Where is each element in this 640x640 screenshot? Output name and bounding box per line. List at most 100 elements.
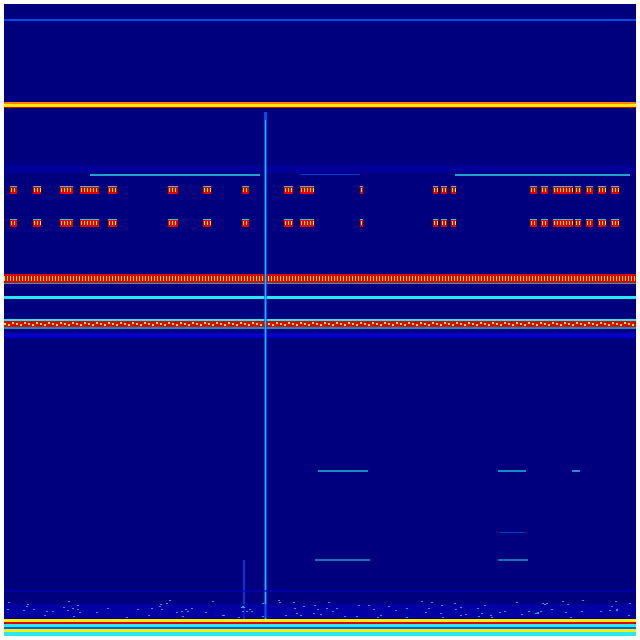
- bottom-noise-dot: [491, 617, 493, 618]
- band-278-stripe: [247, 276, 248, 281]
- band-323-noise: [452, 324, 454, 326]
- band-278-stripe: [196, 276, 197, 281]
- band-278-stripe: [313, 276, 314, 281]
- signal-block-edge: [33, 186, 41, 187]
- band-323-noise: [480, 322, 482, 324]
- band-278-stripe: [262, 276, 263, 281]
- band-278-stripe: [37, 276, 38, 281]
- band-278-stripe: [202, 276, 203, 281]
- signal-block-stripe: [93, 221, 94, 225]
- band-323-noise: [528, 322, 530, 324]
- band-323-noise: [368, 324, 370, 326]
- band-323-noise: [476, 324, 478, 326]
- band-278-stripe: [217, 276, 218, 281]
- band-278-stripe: [547, 276, 548, 281]
- band-323-noise: [64, 323, 66, 325]
- bottom-noise-dot: [242, 606, 244, 607]
- band-278-stripe: [28, 276, 29, 281]
- streak-175-right: [455, 174, 630, 176]
- signal-block-stripe: [615, 188, 616, 192]
- signal-block-stripe: [61, 188, 62, 192]
- bottom-noise-dot: [326, 608, 328, 609]
- bottom-noise-dot: [582, 600, 584, 601]
- band-323-noise: [360, 322, 362, 324]
- band-278-stripe: [295, 276, 296, 281]
- band-278-stripe: [238, 276, 239, 281]
- band-323-noise: [432, 322, 434, 324]
- bottom-band-6: [4, 632, 636, 636]
- band-278-stripe: [541, 276, 542, 281]
- signal-block-edge: [451, 186, 456, 187]
- signal-block-stripe: [579, 188, 580, 192]
- bottom-noise-dot: [600, 611, 602, 612]
- band-323-noise: [152, 324, 154, 326]
- band-278-stripe: [331, 276, 332, 281]
- bottom-band-2: [4, 622, 636, 624]
- signal-block-stripe: [285, 221, 286, 225]
- band-278-stripe: [79, 276, 80, 281]
- band-323-noise: [168, 322, 170, 324]
- band-323-noise: [116, 324, 118, 326]
- signal-block-stripe: [169, 221, 170, 225]
- band-278-stripe: [436, 276, 437, 281]
- band-323-noise: [288, 322, 290, 324]
- bottom-noise-dot: [262, 603, 264, 604]
- band-323-noise: [344, 324, 346, 326]
- bottom-noise-dot: [293, 602, 295, 603]
- band-323-noise: [28, 323, 30, 325]
- band-323-noise: [548, 324, 550, 326]
- streak-175-left: [90, 174, 260, 176]
- band-323-noise: [260, 324, 262, 326]
- band-278-stripe: [592, 276, 593, 281]
- signal-block-stripe: [361, 188, 362, 192]
- band-323-noise: [312, 322, 314, 324]
- band-278-stripe: [229, 276, 230, 281]
- band-323-noise: [32, 324, 34, 326]
- band-278-stripe: [568, 276, 569, 281]
- signal-block-stripe: [301, 221, 302, 225]
- bottom-noise-dot: [537, 612, 539, 613]
- band-323-noise: [208, 323, 210, 325]
- signal-block-stripe: [210, 221, 211, 225]
- band-278-stripe: [235, 276, 236, 281]
- signal-block-stripe: [590, 188, 591, 192]
- signal-block-stripe: [618, 188, 619, 192]
- band-278-stripe: [601, 276, 602, 281]
- bottom-noise-dot: [380, 615, 382, 616]
- band-278-stripe: [415, 276, 416, 281]
- band-323-noise: [180, 322, 182, 324]
- signal-block-stripe: [291, 188, 292, 192]
- signal-block-edge: [441, 219, 447, 220]
- top-signal-line: [4, 19, 636, 21]
- band-278-stripe: [490, 276, 491, 281]
- band-278-stripe: [160, 276, 161, 281]
- signal-block-stripe: [587, 188, 588, 192]
- signal-block-stripe: [560, 221, 561, 225]
- band-278-stripe: [61, 276, 62, 281]
- band-323-noise: [188, 324, 190, 326]
- band-278-stripe: [34, 276, 35, 281]
- signal-block-stripe: [612, 188, 613, 192]
- band-278-stripe: [586, 276, 587, 281]
- band-323-noise: [20, 324, 22, 326]
- bottom-noise-dot: [542, 603, 544, 604]
- bottom-noise-dot: [490, 615, 492, 616]
- band-323-noise: [160, 323, 162, 325]
- bottom-noise-dot: [169, 600, 171, 601]
- band-323-noise: [408, 322, 410, 324]
- band-278-stripe: [268, 276, 269, 281]
- bottom-noise-dot: [73, 616, 75, 617]
- band-278-stripe: [427, 276, 428, 281]
- signal-block-stripe: [310, 188, 311, 192]
- bottom-noise-dot: [161, 609, 163, 610]
- band-323-noise: [496, 323, 498, 325]
- band-278-stripe: [58, 276, 59, 281]
- band-323-noise: [608, 324, 610, 326]
- bottom-noise-dot: [441, 605, 443, 606]
- band-278-stripe: [172, 276, 173, 281]
- band-278-stripe: [619, 276, 620, 281]
- bottom-noise-dot: [176, 612, 178, 613]
- band-278-stripe: [595, 276, 596, 281]
- bottom-band-3: [4, 624, 636, 627]
- bottom-noise-dot: [406, 608, 408, 609]
